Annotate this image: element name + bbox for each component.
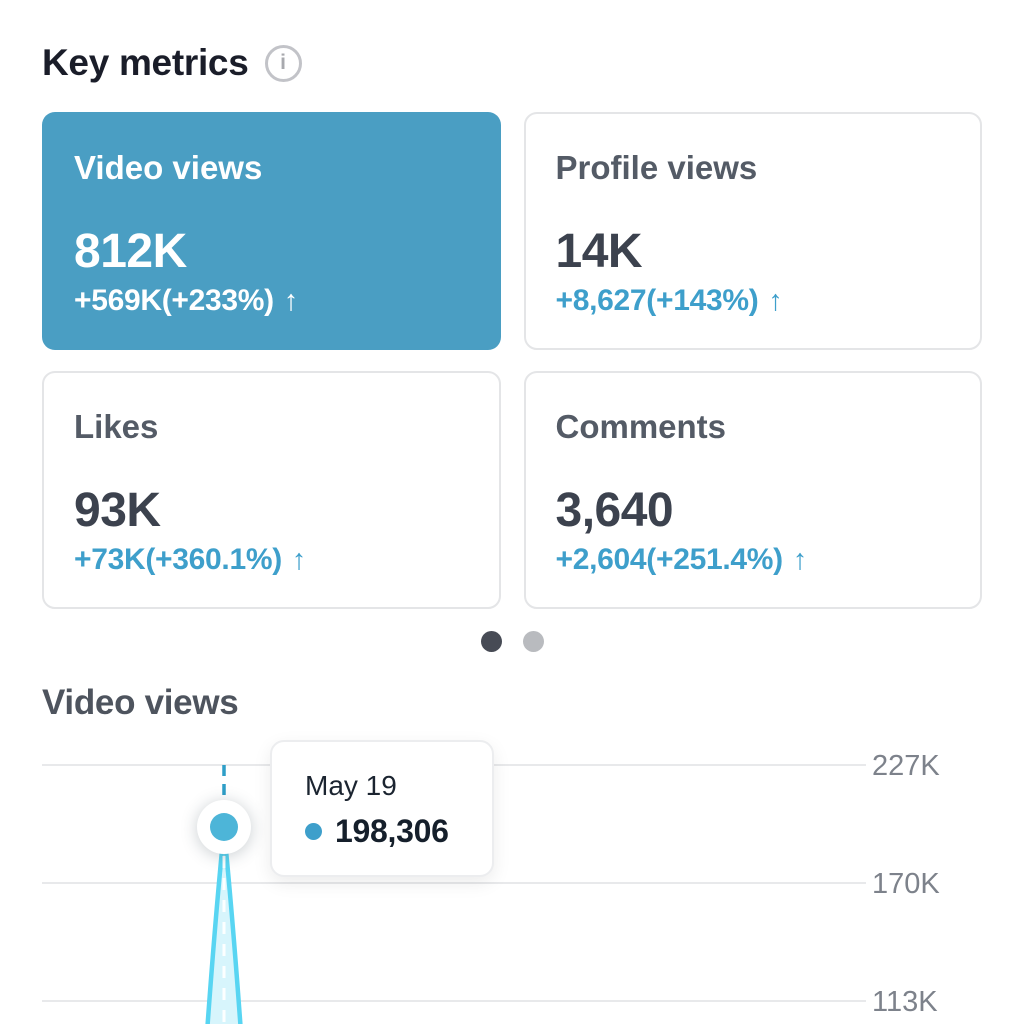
metric-change-text: +569K(+233%) [74,284,274,318]
y-axis-tick: 227K [872,750,940,782]
metric-card-video-views[interactable]: Video views 812K +569K(+233%) ↑ [42,112,501,350]
info-icon-glyph: i [280,51,286,74]
info-icon[interactable]: i [264,44,302,82]
metric-card-likes[interactable]: Likes 93K +73K(+360.1%) ↑ [42,371,501,609]
page-title: Key metrics [42,42,249,83]
metric-value: 3,640 [555,483,674,537]
metric-change-text: +73K(+360.1%) [74,543,282,577]
metric-change: +73K(+360.1%) ↑ [74,543,469,577]
metric-card-profile-views[interactable]: Profile views 14K +8,627(+143%) ↑ [523,112,982,350]
metric-change-text: +8,627(+143%) [555,284,759,318]
metric-value: 812K [74,224,187,278]
up-arrow-icon: ↑ [768,284,783,317]
metric-change: +8,627(+143%) ↑ [556,284,951,318]
metric-label: Comments [555,408,727,445]
y-axis-tick: 113K [872,986,938,1018]
pagination-dot-active[interactable] [480,631,502,652]
gridline-113k [42,1000,866,1002]
tooltip-value: 198,306 [335,813,449,850]
chart-line-spike [207,830,241,1024]
tooltip-row: 198,306 [305,813,492,850]
pagination-dot-inactive[interactable] [522,631,544,652]
metric-change: +2,604(+251.4%) ↑ [556,543,951,577]
chart-line-left-edge [205,827,227,1024]
metric-value: 14K [555,224,643,278]
tooltip-date: May 19 [305,770,397,801]
metric-label: Video views [74,149,263,186]
metric-label: Likes [74,408,159,445]
metric-cards-grid: Video views 812K +569K(+233%) ↑ Profile … [42,112,982,609]
up-arrow-icon: ↑ [792,543,808,576]
chart-line-right-edge [221,827,243,1024]
up-arrow-icon: ↑ [291,543,307,576]
key-metrics-header: Key metrics i [42,42,302,84]
data-point [210,813,238,841]
chart-tooltip: May 19 198,306 [270,740,494,877]
up-arrow-icon: ↑ [283,284,299,317]
metric-label: Profile views [555,149,758,186]
data-point-halo[interactable] [197,800,251,854]
metric-change: +569K(+233%) ↑ [74,284,469,318]
metric-value: 93K [74,483,161,537]
y-axis-tick: 170K [872,868,940,900]
cards-pagination [0,631,1024,652]
gridline-170k [42,882,866,884]
series-dot-icon [305,823,322,841]
metric-change-text: +2,604(+251.4%) [555,543,784,577]
metric-card-comments[interactable]: Comments 3,640 +2,604(+251.4%) ↑ [523,371,982,609]
chart-title: Video views [42,683,239,722]
